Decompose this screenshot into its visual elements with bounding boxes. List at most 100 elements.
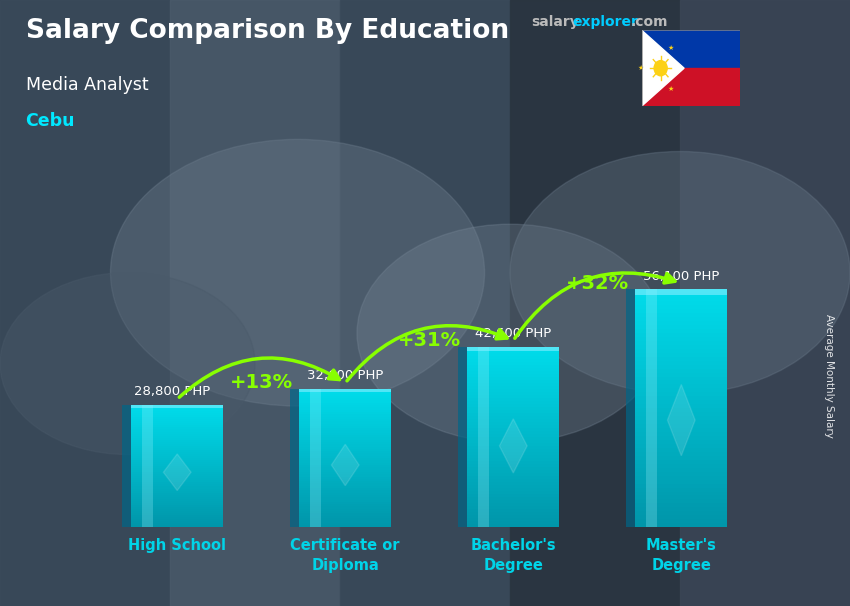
Bar [131,436,224,438]
Bar [467,437,559,440]
Bar [131,444,224,446]
Bar [299,498,392,499]
Bar [635,381,728,384]
Bar [467,428,559,431]
Bar [635,341,728,345]
Bar [467,485,559,488]
Bar [299,470,392,472]
Bar [131,433,224,436]
Bar [299,426,392,428]
Bar [131,478,224,481]
Bar [467,491,559,494]
Bar [467,449,559,452]
Bar [299,490,392,493]
Bar [467,413,559,416]
Bar [131,482,224,484]
Bar [467,391,559,395]
Bar [131,493,224,494]
Bar [467,401,559,404]
Bar [299,461,392,463]
Bar [635,515,728,519]
Bar [299,430,392,433]
Bar [467,368,559,371]
Bar [131,419,224,421]
Bar [635,309,728,313]
Bar [467,515,559,518]
Bar [635,519,728,523]
Bar [299,522,392,525]
Bar [635,523,728,527]
Bar [131,407,224,409]
Bar [642,68,740,106]
Circle shape [654,61,667,76]
Bar [299,439,392,442]
Bar [635,345,728,348]
Text: ★: ★ [667,85,674,92]
Bar [131,415,224,418]
Bar [299,398,392,401]
Bar [635,488,728,491]
Bar [467,464,559,467]
Bar [467,416,559,419]
Bar [635,365,728,368]
Bar [635,321,728,325]
Bar [467,440,559,443]
Bar [131,409,224,411]
Bar [299,488,392,490]
Bar [467,506,559,509]
Bar [299,428,392,430]
Bar [467,395,559,398]
Text: Salary Comparison By Education: Salary Comparison By Education [26,18,508,44]
Text: 28,800 PHP: 28,800 PHP [134,385,210,398]
Bar [131,448,224,450]
Bar [299,467,392,470]
Bar [299,456,392,458]
Text: +31%: +31% [398,331,461,350]
Bar [635,440,728,444]
Bar [467,497,559,500]
Bar [635,504,728,507]
Bar [142,405,153,527]
Bar [467,407,559,410]
Bar [299,401,392,403]
Bar [131,430,224,431]
Bar [467,443,559,446]
Bar [467,458,559,461]
Bar [467,362,559,365]
Bar [131,468,224,470]
Bar [467,434,559,437]
Bar [635,484,728,488]
Bar [131,501,224,503]
Bar [131,513,224,515]
Bar [635,412,728,416]
Bar [635,499,728,504]
Bar [131,464,224,466]
Bar [299,403,392,405]
FancyBboxPatch shape [626,289,635,527]
Bar [467,470,559,473]
Bar [131,427,224,430]
Bar [635,297,728,301]
Bar [299,393,392,396]
Bar [510,0,680,606]
Bar [467,479,559,482]
Bar [131,438,224,440]
Bar [467,419,559,422]
Bar [299,479,392,481]
Bar [635,289,728,295]
Polygon shape [163,454,191,491]
Text: Average Monthly Salary: Average Monthly Salary [824,314,834,438]
Bar [131,505,224,507]
Bar [467,422,559,425]
Bar [131,525,224,527]
Bar [635,507,728,511]
Bar [635,373,728,376]
Bar [299,421,392,424]
Bar [635,388,728,392]
Bar [467,385,559,388]
Bar [467,347,559,350]
Bar [131,460,224,462]
Bar [635,376,728,381]
Polygon shape [500,419,527,473]
Bar [635,404,728,408]
